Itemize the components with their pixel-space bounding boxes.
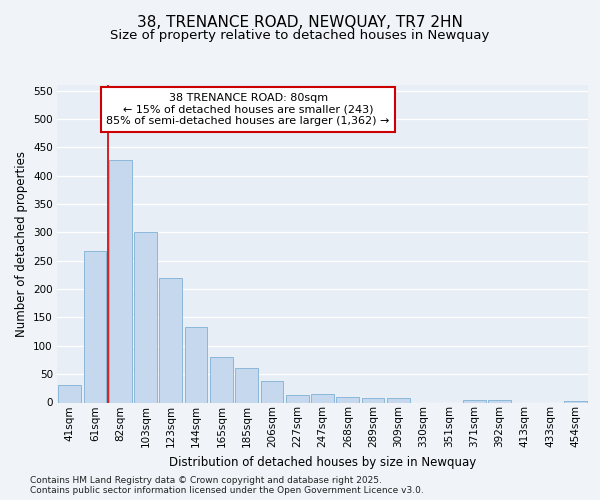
Bar — [83, 250, 106, 402]
Text: 38, TRENANCE ROAD, NEWQUAY, TR7 2HN: 38, TRENANCE ROAD, NEWQUAY, TR7 2HN — [137, 15, 463, 30]
Bar — [286, 395, 308, 402]
Bar — [387, 398, 410, 402]
Bar — [210, 357, 233, 403]
Text: Size of property relative to detached houses in Newquay: Size of property relative to detached ho… — [110, 30, 490, 43]
Bar — [185, 327, 208, 402]
Text: Contains HM Land Registry data © Crown copyright and database right 2025.
Contai: Contains HM Land Registry data © Crown c… — [30, 476, 424, 495]
Bar — [109, 160, 131, 402]
Text: 38 TRENANCE ROAD: 80sqm
← 15% of detached houses are smaller (243)
85% of semi-d: 38 TRENANCE ROAD: 80sqm ← 15% of detache… — [106, 93, 390, 126]
Bar — [463, 400, 485, 402]
X-axis label: Distribution of detached houses by size in Newquay: Distribution of detached houses by size … — [169, 456, 476, 468]
Bar — [58, 386, 81, 402]
Bar — [235, 368, 258, 402]
Bar — [488, 400, 511, 402]
Bar — [311, 394, 334, 402]
Bar — [160, 278, 182, 402]
Y-axis label: Number of detached properties: Number of detached properties — [14, 151, 28, 337]
Bar — [134, 232, 157, 402]
Bar — [337, 398, 359, 402]
Bar — [260, 381, 283, 402]
Bar — [362, 398, 385, 402]
